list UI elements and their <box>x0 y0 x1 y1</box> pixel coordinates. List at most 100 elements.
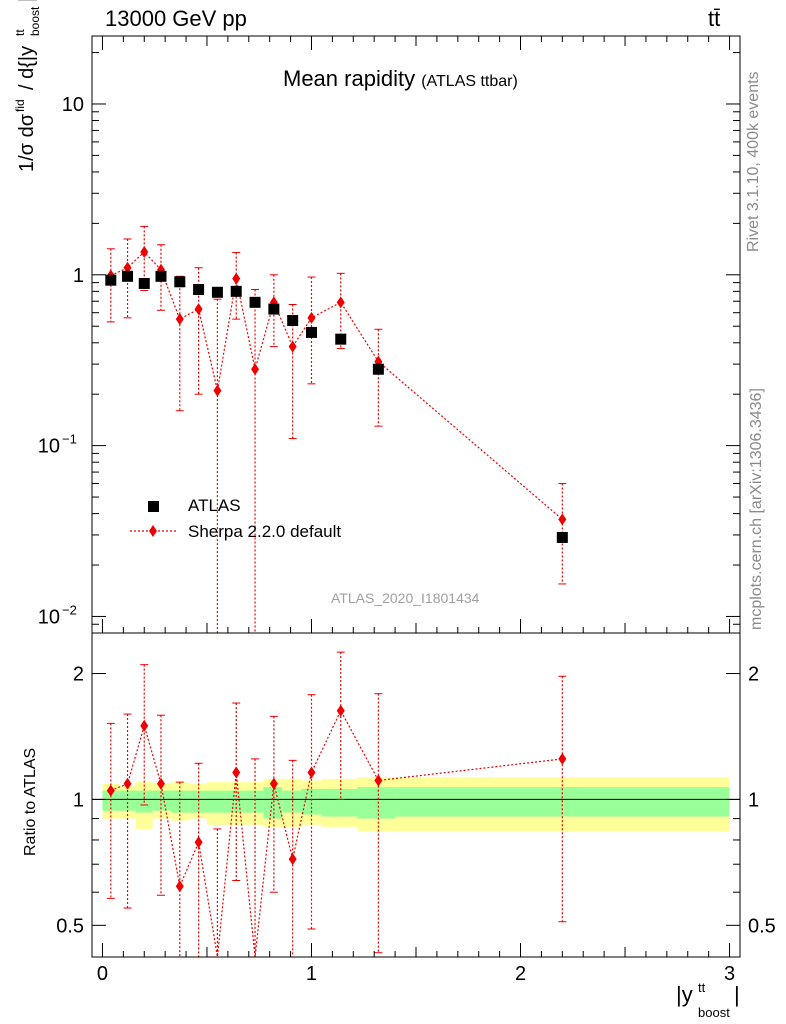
mc-marker-main <box>232 272 241 285</box>
legend <box>130 501 177 537</box>
ratio-inner-band-1 <box>119 790 136 811</box>
mc-marker-main <box>213 384 222 397</box>
mc-marker-ratio <box>288 853 297 866</box>
main-panel-frame <box>91 35 741 634</box>
ratio-inner-band-7 <box>225 790 245 813</box>
ratio-x-tick-label: 2 <box>515 963 526 985</box>
mc-series-ratio <box>106 651 567 958</box>
rivet-version-label: Rivet 3.1.10, 400k events <box>745 71 762 252</box>
main-y-axis-label-sup: fid <box>13 99 27 112</box>
mc-marker-ratio <box>156 777 165 790</box>
ratio-inner-band-13 <box>357 787 396 819</box>
ratio-inner-band-4 <box>171 790 189 813</box>
mc-marker-ratio <box>374 774 383 787</box>
atlas-data-point <box>193 284 205 296</box>
x-axis-label-close: | <box>734 982 740 1007</box>
main-y-axis-label-tt: tt <box>13 29 27 36</box>
energy-label: 13000 GeV pp <box>105 6 247 31</box>
main-y-tick-label: 10 <box>62 94 84 116</box>
main-y-axis-label-close: |} <box>16 0 38 2</box>
mc-marker-main <box>175 313 184 326</box>
atlas-data-point <box>268 303 280 315</box>
mc-marker-ratio <box>558 752 567 765</box>
watermark-label: ATLAS_2020_I1801434 <box>331 590 480 606</box>
ratio-inner-band-8 <box>244 790 264 813</box>
data-series-main <box>105 270 568 543</box>
mc-marker-main <box>140 245 149 258</box>
atlas-data-point <box>105 274 117 286</box>
mc-series-main <box>106 225 567 634</box>
atlas-data-point <box>287 315 299 327</box>
ratio-panel-bands <box>102 777 730 832</box>
mc-marker-main <box>194 303 203 316</box>
atlas-data-point <box>155 270 167 282</box>
ratio-x-tick-label: 3 <box>724 963 735 985</box>
mc-marker-ratio <box>140 719 149 732</box>
ratio-y-axis-label: Ratio to ATLAS <box>22 747 39 856</box>
main-y-tick-exponent: −2 <box>62 602 77 617</box>
chart-subtitle: (ATLAS ttbar) <box>421 73 518 90</box>
x-axis-label: |y <box>676 982 693 1007</box>
ratio-y-tick-label: 2 <box>73 664 84 686</box>
mc-marker-main <box>558 513 567 526</box>
mc-marker-ratio <box>106 784 115 797</box>
ratio-y-tick-label: 0.5 <box>56 915 84 937</box>
mc-marker-ratio <box>123 777 132 790</box>
mc-marker-main <box>123 261 132 274</box>
mc-marker-main <box>336 296 345 309</box>
ratio-inner-band-11 <box>301 788 322 815</box>
x-axis-label-tt: tt <box>698 980 706 995</box>
ratio-inner-band-6 <box>206 790 226 813</box>
atlas-data-point <box>174 276 186 288</box>
main-y-axis-label-den: / d{|y <box>16 46 38 90</box>
ratio-x-tick-label: 0 <box>97 963 108 985</box>
ratio-inner-band-9 <box>263 787 283 819</box>
atlas-data-point <box>211 286 223 298</box>
atlas-data-point <box>249 296 261 308</box>
atlas-data-point <box>230 285 242 297</box>
mc-marker-main <box>288 340 297 353</box>
x-axis-label-boost: boost <box>698 1005 730 1020</box>
legend-sherpa-label: Sherpa 2.2.0 default <box>188 522 342 541</box>
ratio-inner-band-10 <box>282 790 302 813</box>
main-y-axis-label-text: 1/σ dσ <box>16 113 38 172</box>
mc-marker-ratio <box>307 766 316 779</box>
ratio-x-tick-label: 1 <box>306 963 317 985</box>
atlas-data-point <box>305 326 317 338</box>
ratio-y-tick-label-right: 1 <box>748 789 759 811</box>
mc-marker-ratio <box>194 836 203 849</box>
main-y-axis-label-boost: boost <box>28 6 42 36</box>
mc-line-ratio <box>110 709 563 958</box>
chart-title: Mean rapidity (ATLAS ttbar) <box>283 66 518 92</box>
source-label: mcplots.cern.ch [arXiv:1306.3436] <box>748 388 765 630</box>
main-y-tick-label: 1 <box>73 265 84 287</box>
mc-marker-ratio <box>175 880 184 893</box>
mc-marker-ratio <box>232 766 241 779</box>
legend-sherpa-marker <box>149 525 157 537</box>
atlas-data-point <box>138 277 150 289</box>
main-y-tick-exponent: −1 <box>62 432 77 447</box>
atlas-data-point <box>335 333 347 345</box>
mc-marker-ratio <box>336 704 345 717</box>
ratio-inner-band-12 <box>321 788 358 817</box>
process-label: tt̄ <box>708 6 721 31</box>
mc-marker-ratio <box>269 777 278 790</box>
mc-marker-main <box>251 363 260 376</box>
legend-atlas-marker <box>148 501 159 512</box>
mc-marker-main <box>307 311 316 324</box>
chart-title-main: Mean rapidity <box>283 66 416 91</box>
ratio-y-tick-label: 1 <box>73 789 84 811</box>
ratio-inner-band-3 <box>152 790 172 811</box>
atlas-data-point <box>372 363 384 375</box>
legend-atlas-label: ATLAS <box>188 496 241 515</box>
ratio-y-tick-label-right: 0.5 <box>748 915 776 937</box>
main-y-tick-label: 10 <box>38 436 60 458</box>
mc-line-main <box>110 251 563 520</box>
atlas-data-point <box>122 270 134 282</box>
main-y-tick-label: 10 <box>38 606 60 628</box>
ratio-y-tick-label-right: 2 <box>748 664 759 686</box>
